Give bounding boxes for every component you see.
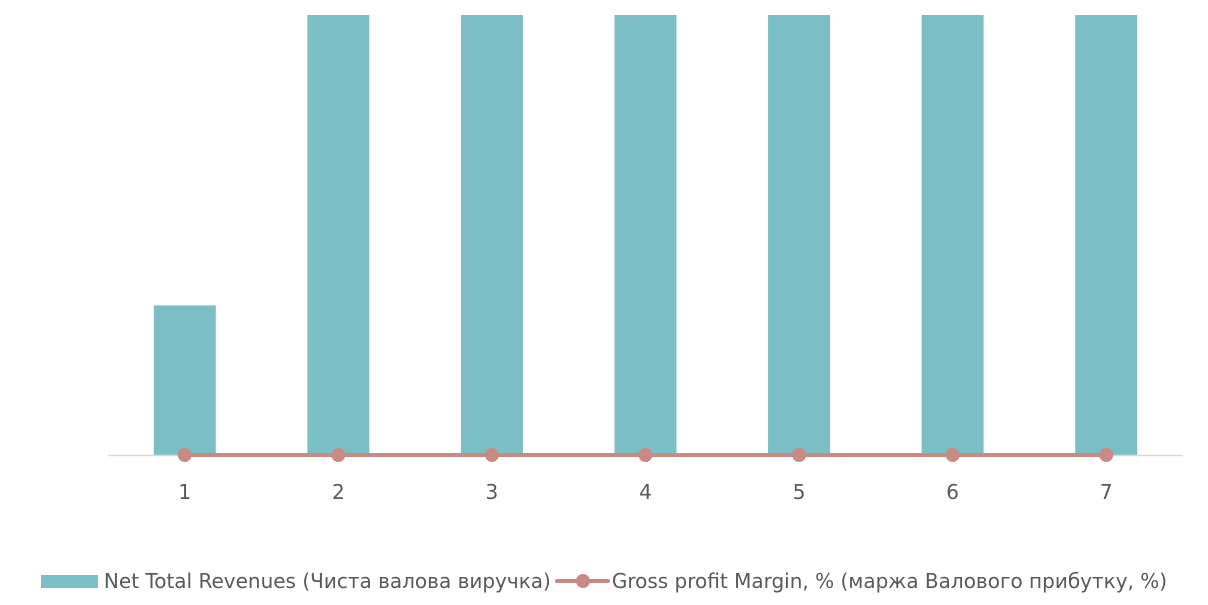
margin-point-2 (331, 448, 346, 462)
x-tick-label: 7 (1100, 480, 1113, 504)
legend-item-revenues: Net Total Revenues (Чиста валова виручка… (40, 569, 551, 593)
bar-1 (153, 305, 216, 455)
bar-4 (614, 15, 677, 455)
x-tick-label: 4 (639, 480, 652, 504)
x-tick-label: 2 (332, 480, 345, 504)
legend-item-margin: Gross profit Margin, % (маржа Валового п… (551, 569, 1167, 593)
legend: Net Total Revenues (Чиста валова виручка… (0, 566, 1208, 596)
x-tick-label: 3 (486, 480, 499, 504)
legend-label-revenues: Net Total Revenues (Чиста валова виручка… (103, 569, 551, 593)
line-series-layer (177, 448, 1114, 462)
margin-point-6 (945, 448, 960, 462)
margin-point-5 (792, 448, 807, 462)
margin-point-3 (484, 448, 499, 462)
x-tick-label: 5 (793, 480, 806, 504)
legend-swatch-line (554, 573, 610, 589)
x-tick-labels: 1 2 3 4 5 6 7 (178, 480, 1112, 504)
margin-point-4 (638, 448, 653, 462)
bar-6 (921, 15, 984, 455)
margin-point-1 (177, 448, 192, 462)
margin-point-7 (1099, 448, 1114, 462)
bar-3 (460, 15, 523, 455)
bars-layer (153, 15, 1138, 455)
bar-5 (768, 15, 831, 455)
legend-swatch-bar (40, 574, 98, 588)
bar-2 (307, 15, 370, 455)
x-tick-label: 6 (946, 480, 959, 504)
bar-7 (1075, 15, 1138, 455)
x-tick-label: 1 (178, 480, 191, 504)
legend-label-margin: Gross profit Margin, % (маржа Валового п… (611, 569, 1168, 593)
